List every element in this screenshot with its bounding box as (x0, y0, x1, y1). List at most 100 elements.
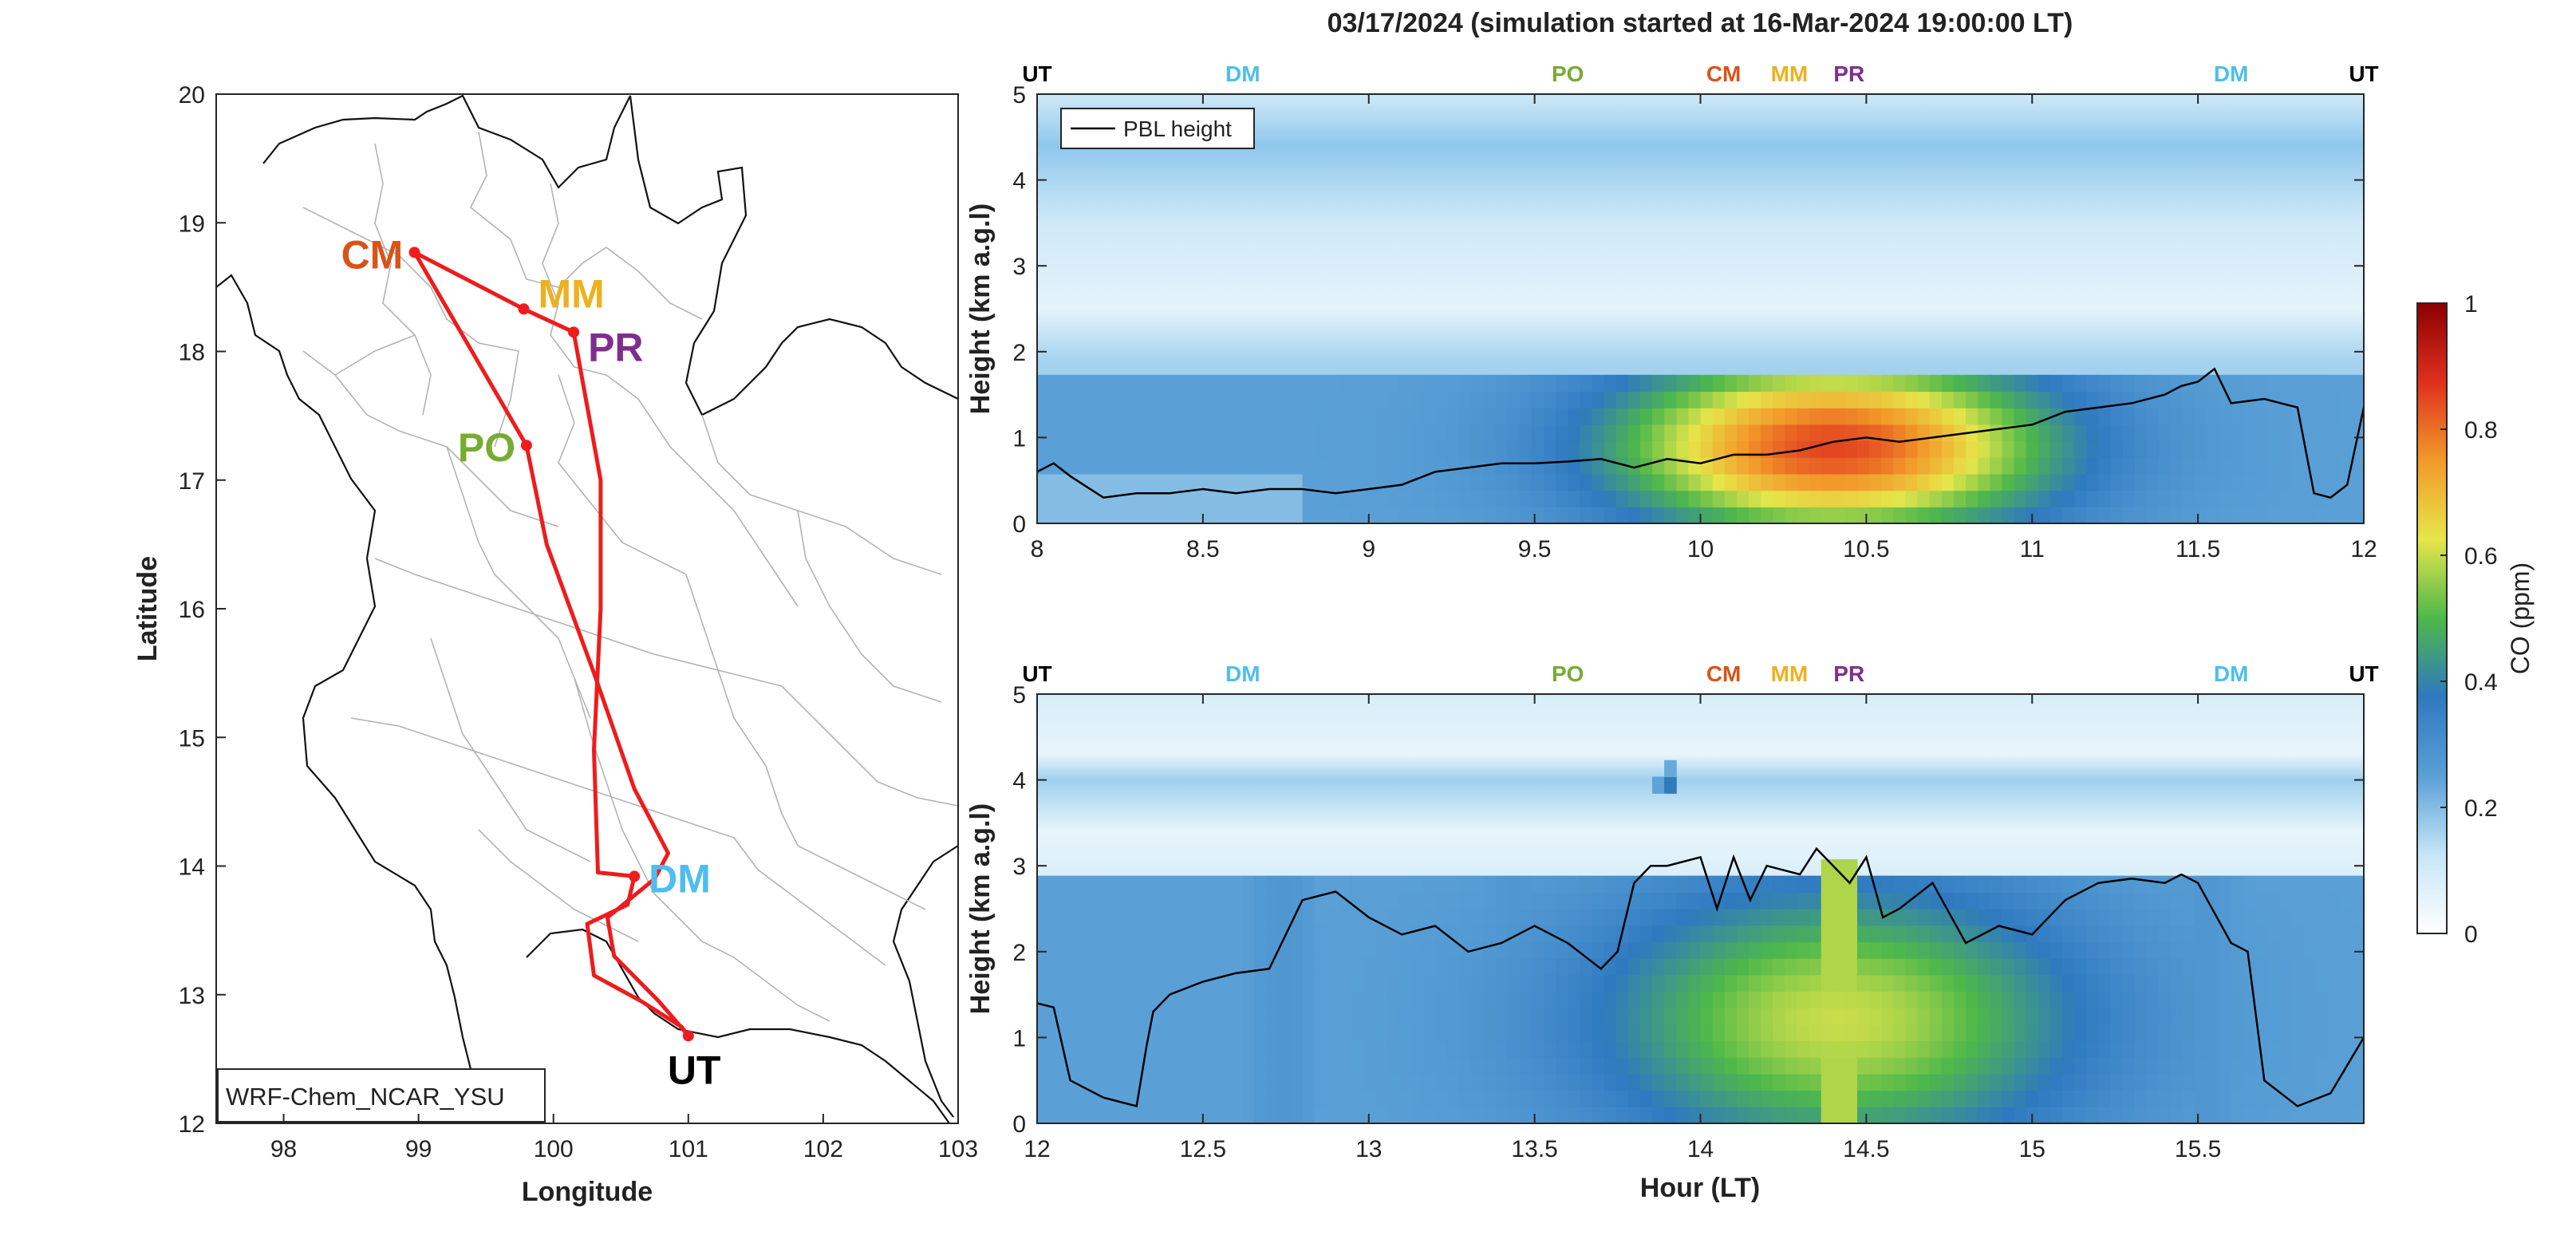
top-co-cell (2291, 473, 2304, 491)
bot-co-cell (1217, 974, 1231, 992)
top-co-cell (1254, 440, 1267, 458)
bot-co-cell (1073, 875, 1087, 893)
bot-co-cell (1761, 925, 1773, 942)
top-x-tick-label: 9 (1362, 536, 1375, 562)
bot-co-cell (1519, 875, 1533, 893)
bot-co-cell (1229, 941, 1243, 959)
top-co-cell (1410, 490, 1424, 507)
bot-co-cell (1339, 958, 1351, 976)
bot-co-cell (1773, 958, 1785, 976)
bot-co-cell (1278, 1107, 1292, 1123)
bot-co-cell (2303, 1107, 2317, 1123)
top-x-tick-label: 10 (1687, 536, 1714, 562)
top-co-cell (1302, 374, 1316, 393)
top-co-cell (2195, 408, 2207, 425)
bot-co-cell (1049, 1090, 1062, 1107)
top-co-cell (2038, 490, 2051, 507)
bot-co-cell (1797, 875, 1810, 893)
bot-site-label-mm: MM (1771, 661, 1809, 686)
bot-co-cell (1302, 875, 1316, 893)
top-co-cell (1254, 457, 1267, 475)
bot-co-cell (1712, 958, 1726, 976)
bot-co-cell (1905, 991, 1919, 1008)
bot-co-cell (1314, 1040, 1327, 1058)
bot-co-cell (1544, 1090, 1556, 1107)
top-co-cell (1869, 408, 1882, 425)
top-co-cell (2038, 391, 2051, 408)
bot-co-cell (1097, 892, 1110, 910)
bot-co-cell (2327, 1024, 2341, 1042)
top-co-cell (2098, 408, 2112, 425)
top-co-cell (2146, 424, 2160, 442)
bot-co-cell (1615, 1024, 1629, 1042)
bot-co-cell (1568, 909, 1580, 926)
bot-co-cell (2315, 1040, 2329, 1058)
bot-co-cell (1832, 991, 1846, 1008)
bot-co-cell (1459, 958, 1472, 976)
top-co-cell (1627, 391, 1641, 408)
bot-co-cell (1398, 892, 1412, 910)
bot-co-cell (1387, 925, 1400, 942)
bot-co-cell (2279, 909, 2292, 926)
bot-co-cell (1229, 875, 1243, 893)
top-co-cell (1688, 408, 1702, 425)
bot-co-cell (1121, 974, 1134, 992)
bot-co-cell (1785, 1090, 1797, 1107)
bot-co-cell (2026, 909, 2039, 926)
top-co-cell (1314, 440, 1327, 458)
bot-co-cell (1217, 892, 1231, 910)
top-co-cell (2195, 391, 2207, 408)
top-co-cell (1954, 507, 1967, 523)
bot-co-cell (2098, 909, 2112, 926)
top-co-cell (2243, 473, 2256, 491)
bot-co-cell (2351, 1073, 2364, 1091)
top-co-cell (1375, 440, 1387, 458)
bot-co-cell (1387, 1090, 1400, 1107)
top-co-cell (1893, 374, 1907, 393)
top-co-cell (1217, 440, 1231, 458)
bot-co-cell (2110, 958, 2124, 976)
bot-co-cell (1773, 1090, 1785, 1107)
top-co-cell (1978, 473, 1990, 491)
top-co-cell (1459, 424, 1472, 442)
top-co-cell (2254, 473, 2268, 491)
bot-x-tick-label: 12.5 (1180, 1136, 1226, 1162)
top-co-cell (1966, 507, 1978, 523)
bot-co-cell (2134, 1008, 2148, 1025)
bot-co-cell (2183, 1107, 2195, 1123)
bot-co-cell (1217, 1107, 1231, 1123)
top-co-cell (2171, 408, 2183, 425)
bot-co-cell (1170, 1073, 1182, 1091)
bot-co-cell (1422, 892, 1436, 910)
bot-co-cell (2327, 1073, 2341, 1091)
top-co-cell (2303, 507, 2317, 523)
bot-co-cell (1133, 925, 1146, 942)
top-co-cell (1881, 490, 1894, 507)
top-site-label-cm: CM (1706, 61, 1742, 86)
top-co-cell (1133, 490, 1146, 507)
bot-co-cell (1302, 1057, 1316, 1075)
bot-co-cell (1158, 958, 1170, 976)
top-co-cell (1158, 424, 1170, 442)
bot-co-cell (1844, 941, 1858, 959)
bot-co-cell (2231, 958, 2244, 976)
bot-co-cell (1797, 1008, 1810, 1025)
bot-co-cell (2219, 875, 2232, 893)
top-co-cell (1724, 408, 1738, 425)
bot-co-cell (1158, 925, 1170, 942)
bot-co-cell (2254, 991, 2268, 1008)
bot-co-cell (1471, 991, 1484, 1008)
bot-co-cell (1314, 958, 1327, 976)
top-co-cell (1519, 391, 1533, 408)
bot-co-cell (1507, 941, 1521, 959)
top-co-cell (1615, 408, 1629, 425)
bot-co-cell (1422, 1008, 1436, 1025)
bot-co-cell (1326, 991, 1339, 1008)
top-co-cell (1832, 507, 1846, 523)
top-co-cell (1568, 473, 1580, 491)
top-co-cell (2291, 507, 2304, 523)
bot-co-cell (2098, 1024, 2112, 1042)
bot-co-cell (1954, 909, 1967, 926)
bot-co-cell (2134, 991, 2148, 1008)
bot-co-cell (1483, 991, 1497, 1008)
